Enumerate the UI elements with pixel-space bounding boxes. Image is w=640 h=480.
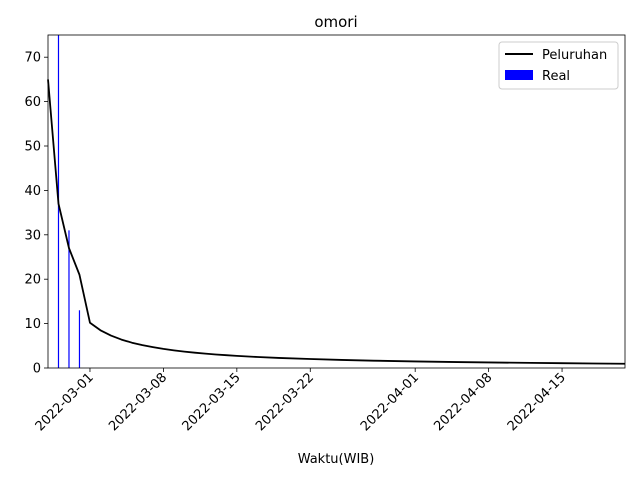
y-tick-label-60: 60 (24, 95, 41, 110)
y-tick-label-70: 70 (24, 51, 41, 66)
legend: Peluruhan Real (498, 41, 619, 90)
y-tick-label-30: 30 (24, 228, 41, 243)
y-tick-label-40: 40 (24, 184, 41, 199)
series-line-peluruhan (47, 79, 626, 365)
line-layer (47, 79, 626, 365)
bar-1 (68, 230, 70, 368)
bar-2 (78, 310, 81, 368)
y-tick-label-50: 50 (24, 140, 41, 155)
y-tick-label-20: 20 (24, 273, 41, 288)
x-axis-label: Waktu(WIB) (298, 452, 375, 467)
plot-area (47, 35, 626, 368)
legend-label-bar: Real (542, 69, 570, 84)
y-tick-label-10: 10 (24, 317, 41, 332)
legend-label-line: Peluruhan (542, 48, 607, 63)
y-tick-label-0: 0 (33, 362, 41, 377)
y-axis: 0 10 20 30 40 50 60 70 (24, 51, 48, 377)
plot-frame (47, 34, 626, 369)
legend-bar-swatch (505, 70, 533, 80)
chart-title: omori (314, 13, 357, 31)
